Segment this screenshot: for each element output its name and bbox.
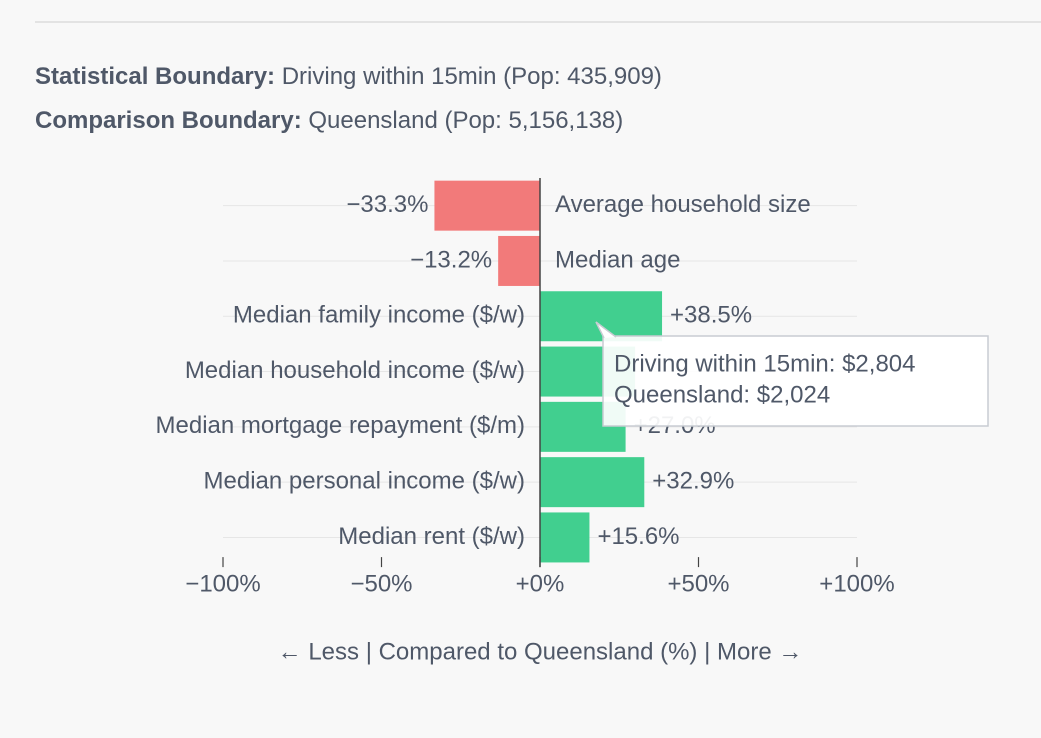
tooltip-pointer — [595, 321, 617, 339]
bar — [498, 235, 540, 286]
x-tick-label: +0% — [516, 570, 565, 597]
category-label: Median rent ($/w) — [338, 523, 525, 550]
category-label: Median mortgage repayment ($/m) — [156, 412, 526, 439]
bar — [434, 180, 540, 231]
tooltip-box — [602, 335, 989, 427]
value-label: +38.5% — [670, 302, 752, 329]
bar — [540, 291, 663, 342]
label: Comparison Boundary: — [35, 107, 302, 134]
tooltip-text: Driving within 15min: $2,804 — [614, 350, 916, 377]
x-tick-label: +100% — [819, 570, 894, 597]
x-tick-label: −100% — [185, 570, 260, 597]
category-label: Median age — [555, 246, 680, 273]
x-axis-title: ← Less | Compared to Queensland (%) | Mo… — [278, 638, 803, 665]
header-line: Statistical Boundary: Driving within 15m… — [35, 63, 662, 90]
bar — [540, 457, 645, 508]
bar — [540, 512, 590, 563]
value-label: −13.2% — [410, 246, 492, 273]
value: Queensland (Pop: 5,156,138) — [308, 107, 623, 134]
category-label: Median personal income ($/w) — [204, 467, 525, 494]
tooltip-text: Queensland: $2,024 — [614, 381, 830, 408]
header-line: Comparison Boundary: Queensland (Pop: 5,… — [35, 107, 623, 134]
value-label: −33.3% — [346, 191, 428, 218]
category-label: Average household size — [555, 191, 811, 218]
category-label: Median household income ($/w) — [185, 357, 525, 384]
x-tick-label: −50% — [350, 570, 412, 597]
tooltip: Driving within 15min: $2,804 Queensland:… — [595, 321, 989, 427]
value: Driving within 15min (Pop: 435,909) — [282, 63, 662, 90]
value-label: +15.6% — [597, 523, 679, 550]
value-label: +32.9% — [652, 467, 734, 494]
label: Statistical Boundary: — [35, 63, 275, 90]
plot: Average household size −33.3% Median age −1… — [156, 178, 895, 665]
x-tick-label: +50% — [667, 570, 729, 597]
category-label: Median family income ($/w) — [233, 302, 525, 329]
